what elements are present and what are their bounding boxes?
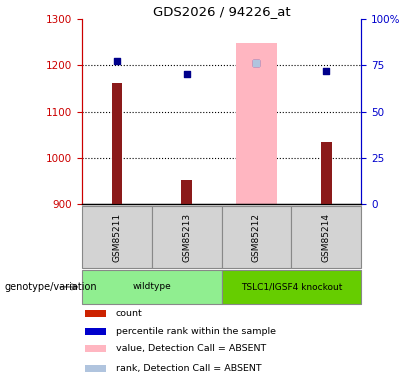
- Text: GSM85212: GSM85212: [252, 213, 261, 262]
- Text: TSLC1/IGSF4 knockout: TSLC1/IGSF4 knockout: [241, 282, 342, 291]
- Text: count: count: [116, 309, 142, 318]
- Text: GSM85211: GSM85211: [112, 213, 121, 262]
- Bar: [82, 270, 222, 304]
- Point: [183, 70, 190, 76]
- Text: genotype/variation: genotype/variation: [4, 282, 97, 292]
- Point: [253, 60, 260, 66]
- Title: GDS2026 / 94226_at: GDS2026 / 94226_at: [153, 4, 290, 18]
- Bar: [291, 206, 361, 268]
- Text: GSM85213: GSM85213: [182, 213, 191, 262]
- Point: [113, 58, 120, 64]
- Bar: [321, 142, 331, 204]
- Bar: [112, 83, 122, 204]
- Point: [253, 60, 260, 66]
- Bar: [222, 270, 361, 304]
- Bar: [222, 206, 291, 268]
- Text: GSM85214: GSM85214: [322, 213, 331, 262]
- Bar: [85, 364, 105, 372]
- Bar: [152, 206, 222, 268]
- Text: value, Detection Call = ABSENT: value, Detection Call = ABSENT: [116, 344, 266, 353]
- Bar: [236, 43, 278, 204]
- Text: percentile rank within the sample: percentile rank within the sample: [116, 327, 276, 336]
- Text: wildtype: wildtype: [132, 282, 171, 291]
- Point: [323, 68, 330, 74]
- Text: rank, Detection Call = ABSENT: rank, Detection Call = ABSENT: [116, 364, 261, 373]
- Bar: [85, 345, 105, 352]
- Bar: [85, 328, 105, 335]
- Bar: [82, 206, 152, 268]
- Bar: [85, 310, 105, 317]
- Bar: [181, 180, 192, 204]
